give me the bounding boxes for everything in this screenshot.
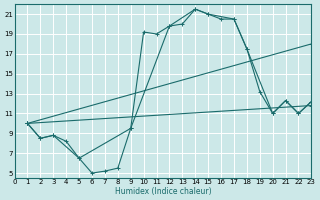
X-axis label: Humidex (Indice chaleur): Humidex (Indice chaleur) bbox=[115, 187, 211, 196]
